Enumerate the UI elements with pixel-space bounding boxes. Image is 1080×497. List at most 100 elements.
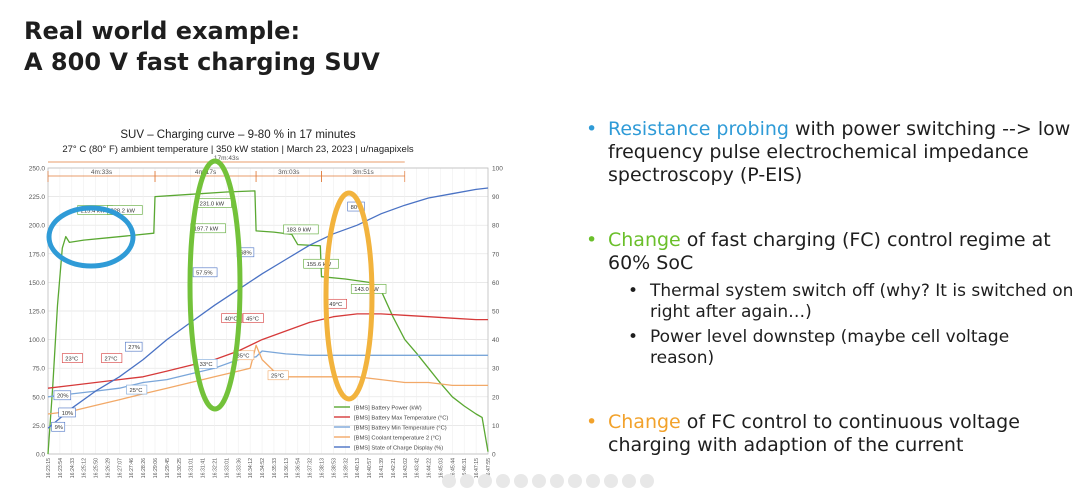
annotation-label: 33°C	[200, 362, 213, 368]
y-tick-left: 225.0	[29, 194, 46, 201]
chart-svg: SUV – Charging curve – 9-80 % in 17 minu…	[29, 129, 504, 478]
annotation-label: 231.0 kW	[200, 201, 225, 207]
x-tick-label: 16:27:07	[117, 458, 123, 478]
x-tick-label: 16:31:01	[189, 458, 195, 478]
annotation-box	[124, 341, 143, 352]
annotation-box	[126, 384, 148, 395]
progress-dot	[550, 474, 564, 488]
sub-bullet-power: • Power level downstep (maybe cell volta…	[586, 327, 1076, 369]
annotation-label: 9%	[55, 425, 63, 431]
y-tick-left: 250.0	[29, 166, 46, 173]
y-tick-right: 40	[492, 337, 500, 344]
x-tick-label: 16:33:36	[236, 458, 242, 478]
x-tick-label: 16:46:31	[462, 458, 468, 478]
total-duration-label: 17m:43s	[214, 155, 240, 162]
x-tick-label: 16:47:55	[486, 458, 492, 478]
x-tick-label: 16:40:57	[367, 458, 373, 478]
annotation-label: 35°C	[237, 354, 250, 360]
highlight-ellipse-blue	[46, 205, 136, 269]
annotation-box	[61, 353, 83, 363]
annotation-label: 10%	[62, 411, 74, 417]
progress-dot	[478, 474, 492, 488]
y-tick-left: 150.0	[29, 280, 46, 287]
highlight-ellipse-orange	[323, 190, 375, 402]
x-tick-label: 16:43:42	[415, 458, 421, 478]
annotation-box	[58, 407, 76, 418]
annotation-label: 45°C	[246, 316, 259, 322]
annotation-label: 23°C	[65, 356, 78, 362]
annotation-label: 80%	[351, 205, 363, 211]
x-tick-label: 16:45:44	[450, 458, 456, 478]
series-line	[47, 187, 489, 429]
series-line	[47, 313, 488, 389]
bullet-highlight: Resistance probing	[608, 118, 789, 140]
annotation-box	[350, 284, 387, 294]
x-tick-label: 16:31:41	[201, 458, 207, 478]
slide-title-line1: Real world example:	[24, 17, 301, 45]
progress-dot	[640, 474, 654, 488]
charging-curve-chart: SUV – Charging curve – 9-80 % in 17 minu…	[18, 124, 526, 496]
bullet-text: of FC control to continuous voltage char…	[608, 411, 1020, 456]
legend-label: [BMS] Battery Power (kW)	[354, 405, 422, 411]
progress-dot	[514, 474, 528, 488]
x-tick-label: 16:39:32	[343, 458, 349, 478]
bullet-list: • Resistance probing with power switchin…	[586, 118, 1076, 457]
y-tick-right: 0	[492, 452, 496, 459]
annotation-label: 27°C	[105, 356, 118, 362]
y-tick-right: 50	[492, 309, 500, 316]
series-line	[47, 344, 488, 415]
x-tick-label: 16:34:52	[260, 458, 266, 478]
x-tick-label: 16:47:15	[474, 458, 480, 478]
y-tick-right: 100	[492, 166, 503, 173]
annotation-label: 155.6 kW	[307, 262, 332, 268]
annotation-label: 27%	[128, 345, 140, 351]
duration-label: 3m:03s	[278, 169, 300, 176]
annotation-label: 68%	[240, 251, 252, 257]
progress-dot	[442, 474, 456, 488]
x-tick-label: 16:44:22	[427, 458, 433, 478]
x-tick-label: 16:34:12	[248, 458, 254, 478]
x-tick-label: 16:24:33	[70, 458, 76, 478]
x-tick-label: 16:25:50	[94, 458, 100, 478]
plot-frame	[47, 167, 489, 455]
x-tick-label: 16:42:21	[391, 458, 397, 478]
x-tick-label: 16:33:01	[224, 458, 230, 478]
x-tick-label: 16:38:13	[320, 458, 326, 478]
annotation-label: 25°C	[271, 374, 284, 380]
x-tick-label: 16:23:54	[58, 458, 64, 478]
duration-label: 4m:33s	[91, 169, 113, 176]
annotation-label: 20%	[57, 394, 69, 400]
progress-dot	[622, 474, 636, 488]
progress-dot	[460, 474, 474, 488]
sub-bullet-dot: •	[628, 281, 639, 301]
bullet-dot: •	[586, 118, 598, 140]
x-tick-label: 16:30:25	[177, 458, 183, 478]
x-tick-label: 16:36:13	[284, 458, 290, 478]
sub-bullet-dot: •	[628, 327, 639, 347]
bullet-highlight: Change	[608, 411, 681, 433]
series-line	[47, 190, 489, 455]
annotation-box	[283, 224, 319, 235]
bullet-fc-regime: • Change of fast charging (FC) control r…	[586, 229, 1076, 275]
slide-title: Real world example: A 800 V fast chargin…	[24, 16, 380, 78]
bullet-dot: •	[586, 229, 598, 251]
x-tick-label: 16:25:12	[82, 458, 88, 478]
bullet-dot: •	[586, 411, 598, 433]
legend-label: [BMS] Coolant temperature 2 (°C)	[354, 435, 441, 441]
annotation-label: 25°C	[129, 388, 142, 394]
highlight-ellipse-green	[187, 158, 243, 412]
annotation-label: 57.5%	[196, 271, 212, 277]
y-tick-left: 25.0	[32, 423, 45, 430]
legend-label: [BMS] Battery Max Temperature (°C)	[354, 415, 448, 421]
x-tick-label: 16:26:29	[105, 458, 111, 478]
sub-bullet-text: Thermal system switch off (why? It is sw…	[650, 281, 1074, 322]
annotation-box	[192, 267, 218, 278]
y-tick-right: 60	[492, 280, 500, 287]
bullet-resistance-probing: • Resistance probing with power switchin…	[586, 118, 1076, 187]
y-tick-left: 0.0	[36, 452, 45, 459]
annotation-box	[303, 258, 339, 269]
y-tick-left: 100.0	[29, 337, 46, 344]
y-tick-left: 200.0	[29, 223, 46, 230]
annotation-label: 183.9 kW	[286, 228, 311, 234]
y-tick-right: 80	[492, 223, 500, 230]
